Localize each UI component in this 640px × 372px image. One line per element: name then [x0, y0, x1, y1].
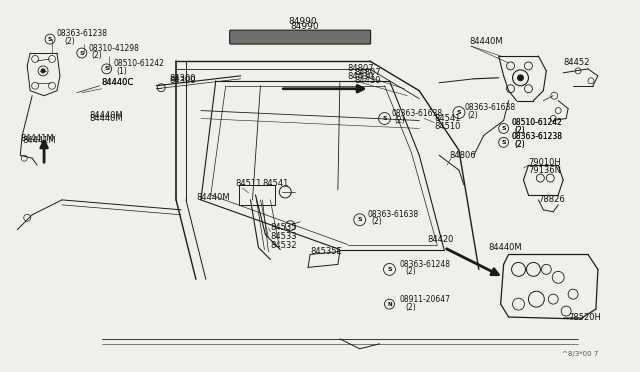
Text: S: S — [501, 126, 506, 131]
Text: S: S — [387, 267, 392, 272]
Text: 84300: 84300 — [169, 76, 196, 85]
Text: (2): (2) — [405, 302, 416, 312]
Text: S: S — [48, 36, 52, 42]
Text: 84535: 84535 — [270, 223, 297, 232]
Text: S: S — [79, 51, 84, 55]
Text: 84441M: 84441M — [20, 134, 54, 143]
Text: 84440M: 84440M — [469, 36, 502, 46]
Text: 84440C: 84440C — [102, 78, 134, 87]
Text: 84535E: 84535E — [310, 247, 342, 256]
Text: 08363-61638: 08363-61638 — [367, 210, 419, 219]
Text: 84806: 84806 — [449, 151, 476, 160]
Text: 84511: 84511 — [236, 179, 262, 187]
Text: (1): (1) — [116, 67, 127, 76]
Text: 84441M: 84441M — [22, 136, 56, 145]
Text: 84420: 84420 — [427, 235, 454, 244]
Text: 84541: 84541 — [262, 179, 289, 187]
Text: 79010H: 79010H — [529, 158, 561, 167]
Text: ^8/3*00 7: ^8/3*00 7 — [561, 351, 598, 357]
Text: 08363-61238: 08363-61238 — [57, 29, 108, 38]
Text: 84430: 84430 — [355, 76, 381, 85]
Text: (2): (2) — [92, 51, 102, 61]
Text: (2): (2) — [372, 217, 382, 226]
Text: 84510: 84510 — [434, 122, 461, 131]
Text: 78826: 78826 — [538, 195, 565, 204]
Text: 08911-20647: 08911-20647 — [399, 295, 451, 304]
Text: 84541: 84541 — [434, 114, 461, 123]
Text: 84440C: 84440C — [102, 78, 134, 87]
Text: 79136N: 79136N — [529, 166, 561, 174]
Text: 78520H: 78520H — [568, 312, 601, 321]
Text: 84807: 84807 — [348, 64, 374, 73]
Text: 08510-61242: 08510-61242 — [113, 60, 164, 68]
Text: 84990: 84990 — [291, 22, 319, 31]
Text: 84533: 84533 — [270, 232, 297, 241]
Text: S: S — [357, 217, 362, 222]
Circle shape — [41, 69, 45, 73]
Text: (2): (2) — [467, 111, 477, 120]
Text: (2): (2) — [515, 126, 525, 135]
Text: 84430: 84430 — [348, 72, 374, 81]
Text: (2): (2) — [394, 116, 405, 125]
Text: S: S — [104, 66, 109, 71]
Text: S: S — [501, 140, 506, 145]
Text: 84300: 84300 — [169, 74, 196, 83]
Text: 84807: 84807 — [355, 68, 381, 77]
Text: 08363-61638: 08363-61638 — [465, 103, 516, 112]
Text: 84440M: 84440M — [196, 193, 230, 202]
Text: 08363-61238: 08363-61238 — [511, 132, 563, 141]
Text: 08510-61242: 08510-61242 — [511, 118, 563, 127]
FancyBboxPatch shape — [230, 30, 371, 44]
Text: 84990: 84990 — [289, 17, 317, 26]
Text: (2): (2) — [515, 140, 525, 149]
Text: (2): (2) — [64, 36, 75, 46]
Text: S: S — [457, 110, 461, 115]
Text: N: N — [387, 302, 392, 307]
Text: S: S — [382, 116, 387, 121]
Text: (2): (2) — [405, 267, 416, 276]
Text: 08310-41298: 08310-41298 — [89, 44, 140, 52]
Text: 84440M: 84440M — [90, 111, 124, 120]
Text: 84440M: 84440M — [489, 243, 522, 252]
Text: 84532: 84532 — [270, 241, 297, 250]
Text: 08363-61248: 08363-61248 — [399, 260, 451, 269]
Text: 08363-61238: 08363-61238 — [511, 132, 563, 141]
Text: 08510-61242: 08510-61242 — [511, 118, 563, 127]
Text: (2): (2) — [515, 126, 525, 135]
Circle shape — [518, 75, 524, 81]
Text: 84440M: 84440M — [90, 114, 124, 123]
Text: 08363-61638: 08363-61638 — [392, 109, 443, 118]
Text: (2): (2) — [515, 140, 525, 149]
Text: 84452: 84452 — [563, 58, 589, 67]
